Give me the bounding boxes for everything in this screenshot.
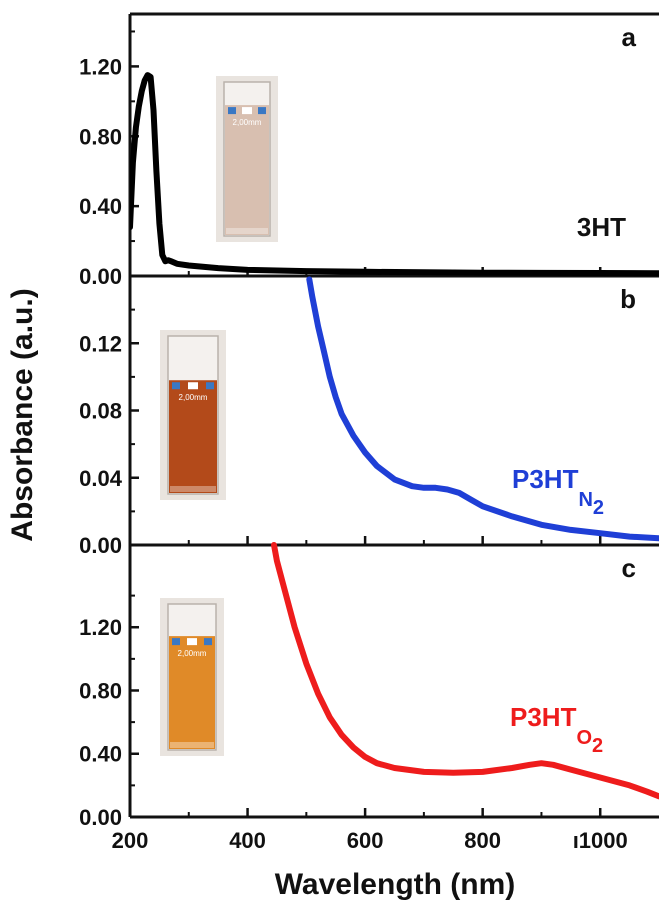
series-label-subscript-digit: 2: [593, 497, 604, 519]
series-label-subscript-digit: 2: [592, 735, 603, 757]
y-axis-title: Absorbance (a.u.): [6, 288, 39, 541]
x-tick-label: 200: [112, 828, 149, 853]
cuvette-base: [170, 486, 216, 492]
cuvette-photo-a: 2,00mm: [216, 76, 278, 242]
cuvette-marker-center: [187, 638, 197, 646]
plot-panels: 0.00 0.40 0.80 1.20 a 3HT 0.00 0.04 0.08 0.12 b P3H…: [79, 12, 659, 830]
cuvette-marker-right: [258, 107, 266, 115]
cuvette-photo-b: 2,00mm: [160, 330, 226, 500]
series-label: P3HTN2: [512, 464, 604, 519]
series-label: P3HTO2: [510, 702, 603, 757]
x-tick-label: ı1000: [573, 828, 628, 853]
cuvette-marker-right: [204, 638, 212, 646]
y-tick-label: 0.80: [79, 124, 122, 149]
y-tick-label: 0.00: [79, 805, 122, 830]
series-line: [306, 276, 659, 542]
x-tick-label: 600: [347, 828, 384, 853]
cuvette-scale-label: 2,00mm: [178, 649, 207, 658]
panel-letter: a: [622, 22, 637, 52]
y-tick-label: 0.40: [79, 742, 122, 767]
x-axis-title: Wavelength (nm): [275, 868, 516, 901]
y-tick-label: 0.40: [79, 194, 122, 219]
cuvette-liquid: [225, 105, 269, 235]
cuvette-scale-label: 2,00mm: [233, 118, 262, 127]
cuvette-marker-left: [172, 638, 180, 646]
cuvette-liquid: [169, 380, 217, 493]
y-tick-label: 0.80: [79, 678, 122, 703]
cuvette-marker-center: [188, 382, 198, 390]
cuvette-base: [226, 228, 268, 234]
cuvette-scale-label: 2,00mm: [179, 393, 208, 402]
series-line: [130, 72, 659, 277]
panel-letter: c: [622, 553, 636, 583]
axis-labels: 200 400 600 800 ı1000 Wavelength (nm) Absorban…: [6, 288, 628, 901]
x-tick-label: 800: [464, 828, 501, 853]
y-tick-label: 1.20: [79, 615, 122, 640]
x-tick-label: 400: [229, 828, 266, 853]
y-tick-label: 0.00: [79, 533, 122, 558]
cuvette-marker-left: [228, 107, 236, 115]
series-label-subscript: N: [578, 489, 592, 511]
cuvette-marker-right: [206, 382, 214, 390]
cuvette-photo-c: 2,00mm: [160, 598, 224, 756]
series-label-subscript: O: [576, 727, 592, 749]
cuvette-marker-left: [172, 382, 180, 390]
y-tick-label: 0.12: [79, 331, 122, 356]
panel-a: 0.00 0.40 0.80 1.20 a 3HT: [79, 12, 659, 289]
y-tick-label: 0.04: [79, 466, 123, 491]
series-label: 3HT: [577, 212, 626, 242]
cuvette-photos: 2,00mm 2,00mm 2,00mm: [160, 76, 278, 756]
series-line: [271, 542, 659, 800]
cuvette-liquid: [169, 636, 215, 749]
cuvette-marker-center: [242, 107, 252, 115]
y-tick-label: 0.08: [79, 399, 122, 424]
y-tick-label: 0.00: [79, 264, 122, 289]
panel-letter: b: [620, 284, 636, 314]
cuvette-base: [170, 742, 214, 748]
y-tick-label: 1.20: [79, 54, 122, 79]
